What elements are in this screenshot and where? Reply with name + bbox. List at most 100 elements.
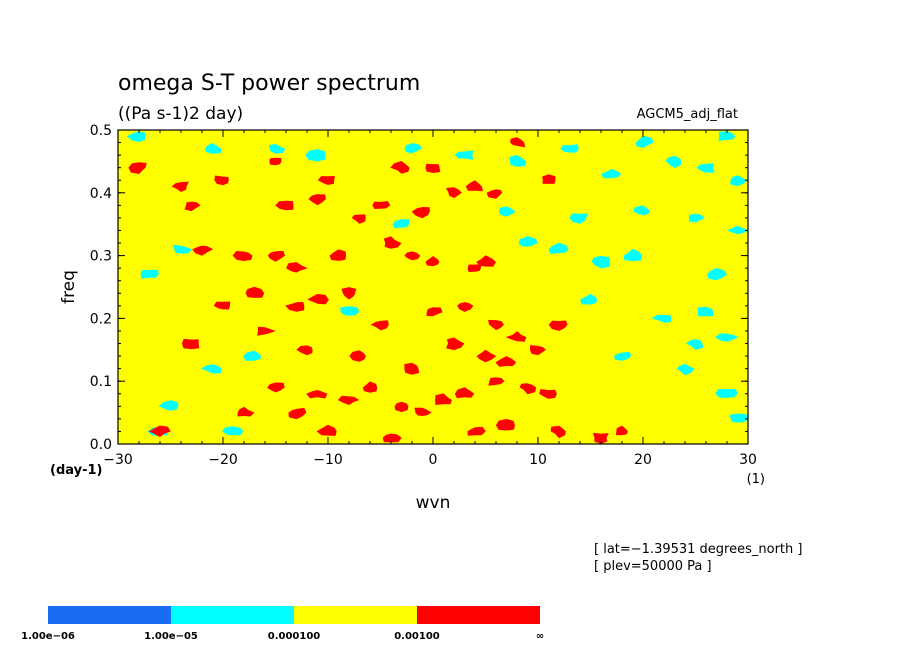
red-patch — [615, 425, 628, 436]
x-tick-label: −20 — [208, 452, 238, 468]
red-patch — [404, 251, 421, 261]
annotation-plev: [ plev=50000 Pa ] — [594, 559, 712, 574]
red-patch — [351, 214, 366, 224]
red-patch — [510, 137, 526, 148]
cyan-patch — [688, 213, 705, 223]
red-patch — [414, 407, 432, 416]
cyan-patch — [172, 244, 192, 254]
y-tick-label: 0.0 — [90, 437, 112, 453]
cyan-patch — [392, 219, 410, 229]
red-patch — [446, 337, 465, 351]
x-axis-label: wvn — [416, 493, 451, 513]
y-axis-label: freq — [59, 270, 79, 304]
red-patch — [426, 307, 443, 317]
red-patch — [488, 377, 505, 386]
red-patch — [214, 175, 229, 186]
red-patch — [171, 181, 189, 192]
red-patch — [184, 201, 201, 212]
cyan-patch — [560, 144, 579, 153]
cyan-patch — [729, 413, 748, 423]
red-patch — [337, 395, 360, 405]
x-tick-label: 30 — [739, 452, 757, 468]
y-tick-label: 0.3 — [90, 249, 112, 265]
cyan-patch — [633, 205, 651, 216]
red-patch — [382, 433, 402, 443]
cyan-patch — [623, 248, 643, 262]
red-patch — [349, 350, 366, 362]
colorbar-segment — [171, 606, 294, 624]
red-patch — [465, 180, 483, 192]
cyan-patch — [635, 135, 654, 148]
cyan-patch — [268, 143, 286, 154]
colorbar-end-label: ∞ — [536, 631, 544, 642]
cyan-patch — [613, 351, 632, 361]
red-patch — [267, 382, 285, 393]
cyan-patch — [518, 236, 538, 247]
cyan-patch — [697, 306, 714, 317]
red-patch — [232, 251, 253, 261]
x-tick-label: −30 — [103, 452, 133, 468]
red-patch — [467, 264, 482, 272]
x-axis-unit: (1) — [747, 472, 765, 487]
red-patch — [148, 425, 171, 438]
y-axis-unit: (day-1) — [50, 463, 102, 478]
red-patch — [372, 201, 391, 209]
cyan-patch — [454, 150, 474, 160]
colorbar-label: 1.00e−06 — [21, 631, 75, 642]
red-patch — [237, 406, 255, 417]
red-patch — [593, 432, 609, 444]
red-patch — [128, 162, 147, 174]
cyan-patch — [696, 163, 715, 173]
x-tick-label: 10 — [529, 452, 547, 468]
cyan-patch — [718, 131, 736, 141]
red-patch — [550, 425, 566, 439]
cyan-patch — [715, 389, 738, 398]
colorbar-segment — [417, 606, 540, 624]
red-patch — [425, 163, 441, 173]
cyan-patch — [498, 206, 516, 217]
red-patch — [476, 349, 497, 363]
cyan-patch — [305, 149, 326, 162]
red-patch — [317, 176, 335, 185]
x-tick-label: 20 — [634, 452, 652, 468]
cyan-patch — [665, 155, 682, 169]
red-patch — [307, 293, 329, 305]
red-patch — [296, 345, 313, 356]
cyan-patch — [509, 154, 527, 167]
red-patch — [362, 381, 378, 393]
red-patch — [257, 326, 276, 336]
plot-background — [118, 130, 748, 444]
red-patch — [267, 250, 285, 262]
red-patch — [542, 174, 556, 184]
red-patch — [341, 287, 357, 300]
cyan-patch — [651, 314, 672, 323]
red-patch — [435, 393, 452, 405]
cyan-patch — [715, 333, 739, 342]
colorbar-label: 0.00100 — [394, 631, 440, 642]
cyan-patch — [340, 306, 360, 316]
cyan-patch — [727, 225, 748, 235]
plot-area: −30 −20 −10 0 10 20 30 0.0 0.1 0.2 0.3 0.4 0.5 — [90, 123, 757, 468]
dataset-label: AGCM5_adj_flat — [637, 107, 738, 122]
colorbar-label: 1.00e−05 — [144, 631, 198, 642]
red-patch — [404, 362, 420, 375]
cyan-patch — [126, 131, 146, 142]
cyan-patch — [601, 168, 622, 179]
y-tick-label: 0.1 — [90, 374, 112, 390]
red-patch — [383, 236, 402, 249]
cyan-patch — [591, 255, 611, 269]
cyan-patch — [222, 426, 244, 436]
red-patch — [486, 189, 503, 199]
red-patch — [425, 256, 440, 267]
cyan-patch — [676, 363, 695, 376]
annotation-lat: [ lat=−1.39531 degrees_north ] — [594, 542, 802, 557]
colorbar-segment — [294, 606, 417, 624]
red-patch — [394, 401, 409, 413]
cyan-patch — [404, 143, 422, 154]
cyan-patch — [548, 242, 569, 254]
colorbar-label: 0.000100 — [268, 631, 321, 642]
red-patch — [495, 419, 515, 431]
red-patch — [476, 255, 496, 267]
red-patch — [467, 426, 486, 436]
chart-title: omega S-T power spectrum — [118, 71, 420, 96]
